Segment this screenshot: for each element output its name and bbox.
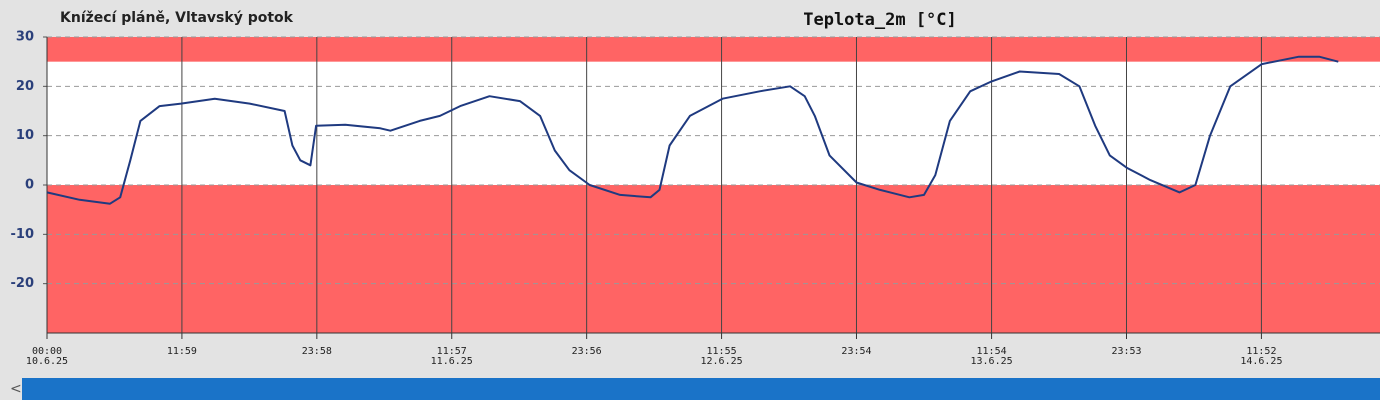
x-tick-date: 12.6.25 <box>700 356 742 367</box>
y-tick-label: -10 <box>11 227 35 242</box>
scroll-left[interactable]: < <box>10 381 22 397</box>
scrollbar[interactable] <box>22 378 1380 400</box>
y-tick-label: 0 <box>25 178 34 193</box>
x-tick-label: 11:59 <box>167 346 197 357</box>
x-tick-label: 23:53 <box>1111 346 1141 357</box>
x-tick-date: 14.6.25 <box>1240 356 1282 367</box>
temperature-line <box>46 55 1339 205</box>
x-tick-date: 11.6.25 <box>431 356 473 367</box>
x-tick-label: 11:55 <box>707 346 737 357</box>
x-tick-label: 23:58 <box>302 346 332 357</box>
threshold-band <box>47 185 1380 333</box>
x-tick-label: 11:52 <box>1246 346 1276 357</box>
x-tick-label: 23:54 <box>841 346 871 357</box>
x-tick-label: 11:57 <box>437 346 467 357</box>
x-tick-date: 10.6.25 <box>26 356 68 367</box>
y-tick-label: 20 <box>16 79 34 94</box>
location: Knížecí pláně, Vltavský potok <box>60 10 294 26</box>
y-tick-label: 30 <box>16 30 34 45</box>
threshold-band <box>47 37 1380 62</box>
y-tick-label: -20 <box>11 276 35 291</box>
x-tick-label: 11:54 <box>977 346 1007 357</box>
y-tick-label: 10 <box>16 128 34 143</box>
x-tick-label: 23:56 <box>572 346 602 357</box>
x-tick-date: 13.6.25 <box>971 356 1013 367</box>
x-tick-label: 00:00 <box>32 346 62 357</box>
chart-title: Teplota_2m [°C] <box>803 10 957 30</box>
